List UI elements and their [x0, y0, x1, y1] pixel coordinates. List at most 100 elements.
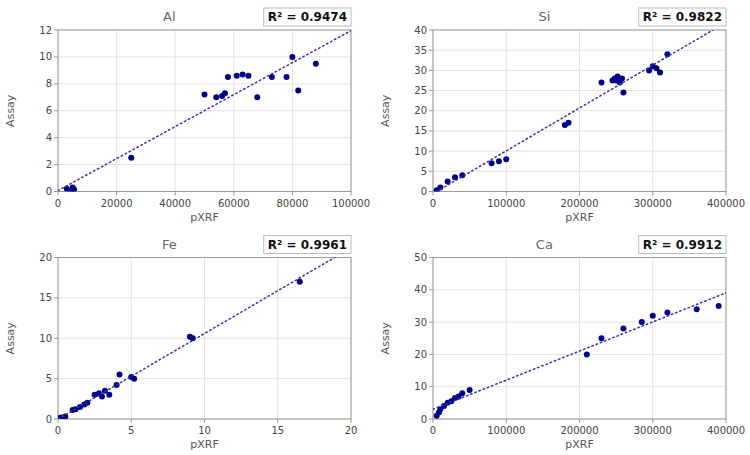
- tick-y: [429, 130, 433, 131]
- point: [639, 319, 645, 325]
- tick-y: [54, 110, 58, 111]
- point: [240, 71, 246, 77]
- tick-label-x: 300000: [634, 425, 672, 436]
- annotation: R² = 0.9474: [268, 10, 347, 24]
- tick-label-x: 100000: [487, 425, 525, 436]
- grid-line-y: [433, 289, 726, 290]
- point: [620, 90, 626, 96]
- tick-label-y: 5: [46, 373, 52, 384]
- point: [489, 160, 495, 166]
- tick-label-y: 10: [414, 381, 427, 392]
- grid-line-y: [58, 83, 351, 84]
- ticks: 0510152005101520: [39, 252, 357, 436]
- plot-area: [433, 258, 726, 420]
- tick-y: [54, 164, 58, 165]
- tick-x: [506, 419, 507, 423]
- trend-line: [58, 258, 334, 420]
- grid-line-y: [58, 56, 351, 57]
- tick-y: [429, 30, 433, 31]
- tick-x: [579, 419, 580, 423]
- annotation-box: [639, 8, 726, 26]
- point: [295, 88, 301, 94]
- annotation-group: R² = 0.9961: [264, 236, 351, 254]
- point: [284, 74, 290, 80]
- marks: [434, 30, 713, 192]
- tick-x: [58, 419, 59, 423]
- point: [598, 79, 604, 85]
- point: [245, 73, 251, 79]
- tick-x: [116, 192, 117, 196]
- grid-line-y: [58, 378, 351, 379]
- grid: [58, 258, 351, 420]
- point: [71, 186, 77, 191]
- point: [694, 306, 700, 312]
- tick-label-x: 0: [55, 425, 61, 436]
- tick-label-y: 0: [421, 186, 427, 197]
- tick-label-x: 80000: [276, 198, 308, 209]
- tick-x: [433, 192, 434, 196]
- tick-y: [429, 257, 433, 258]
- point: [234, 73, 240, 79]
- tick-label-y: 0: [46, 414, 52, 425]
- point: [128, 155, 134, 161]
- annotation: R² = 0.9961: [268, 238, 347, 252]
- grid-line-y: [58, 164, 351, 165]
- tick-y: [429, 50, 433, 51]
- tick-label-x: 40000: [159, 198, 191, 209]
- point: [190, 335, 196, 341]
- annotation-box: [264, 236, 351, 254]
- tick-label-x: 400000: [707, 198, 745, 209]
- y-axis-label: Assay: [4, 322, 17, 355]
- marks: [58, 258, 335, 420]
- ticks: 010000020000030000040000001020304050: [414, 252, 745, 436]
- tick-label-y: 30: [414, 317, 427, 328]
- tick-x: [292, 192, 293, 196]
- tick-x: [433, 419, 434, 423]
- tick-y: [429, 419, 433, 420]
- point: [716, 303, 722, 309]
- tick-label-y: 40: [414, 25, 427, 36]
- annotation-box: [264, 8, 351, 26]
- tick-label-x: 5: [128, 425, 134, 436]
- tick-label-y: 8: [46, 78, 52, 89]
- point: [503, 156, 509, 162]
- tick-y: [429, 70, 433, 71]
- title: Si: [538, 9, 550, 24]
- subplot: 020000400006000080000100000024681012pXRF…: [4, 8, 370, 224]
- tick-label-y: 20: [414, 349, 427, 360]
- tick-label-y: 2: [46, 159, 52, 170]
- tick-label-x: 15: [271, 425, 284, 436]
- page: {"chart_data": [ {"type": "scatter", "ti…: [0, 0, 750, 455]
- tick-label-y: 10: [39, 51, 52, 62]
- point: [566, 120, 572, 126]
- tick-y: [429, 191, 433, 192]
- tick-x: [233, 192, 234, 196]
- grid-line-y: [433, 130, 726, 131]
- tick-label-y: 12: [39, 25, 52, 36]
- tick-x: [579, 192, 580, 196]
- tick-label-y: 5: [421, 166, 427, 177]
- tick-y: [429, 171, 433, 172]
- grid-line-y: [433, 90, 726, 91]
- tick-label-x: 60000: [218, 198, 250, 209]
- tick-label-y: 20: [414, 105, 427, 116]
- y-axis-label: Assay: [4, 94, 17, 127]
- marks: [433, 293, 726, 419]
- tick-x: [58, 192, 59, 196]
- plot-area: [58, 258, 351, 420]
- tick-label-y: 20: [39, 252, 52, 263]
- tick-label-y: 0: [421, 414, 427, 425]
- grid-line-y: [58, 297, 351, 298]
- x-axis-label: pXRF: [565, 211, 594, 224]
- grid-line-y: [433, 354, 726, 355]
- point: [467, 387, 473, 393]
- grid-line-x: [579, 258, 580, 420]
- ticks: 020000400006000080000100000024681012: [39, 25, 370, 209]
- tick-x: [131, 419, 132, 423]
- tick-label-x: 100000: [487, 198, 525, 209]
- tick-y: [429, 151, 433, 152]
- tick-y: [54, 378, 58, 379]
- tick-y: [54, 83, 58, 84]
- x-axis-label: pXRF: [190, 211, 219, 224]
- annotation-group: R² = 0.9474: [264, 8, 351, 26]
